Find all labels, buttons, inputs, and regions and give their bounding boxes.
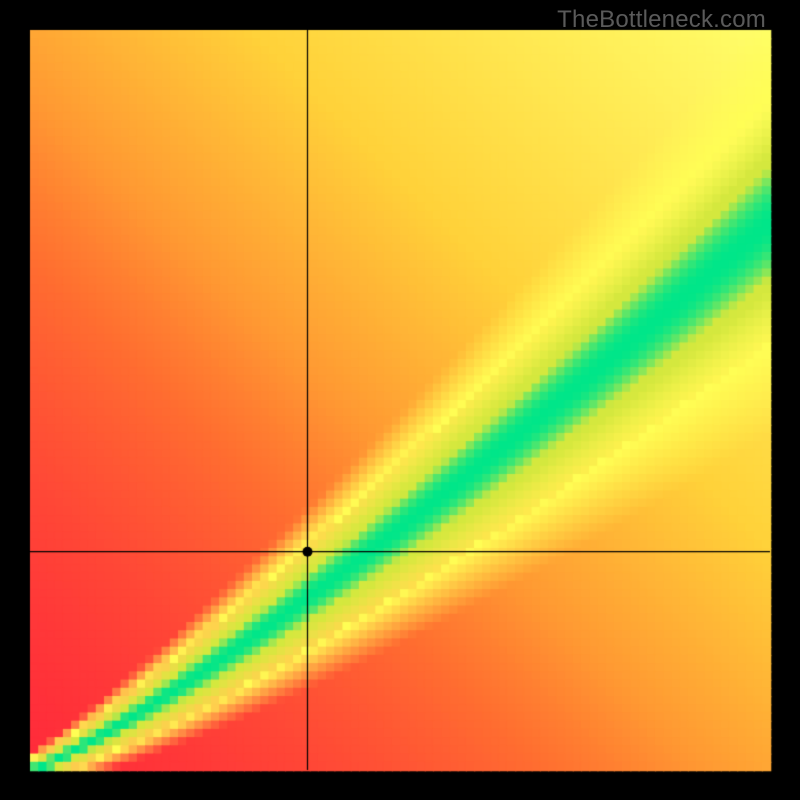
plot-container: TheBottleneck.com [0, 0, 800, 800]
watermark-text: TheBottleneck.com [557, 6, 766, 34]
heatmap-canvas [0, 0, 800, 800]
